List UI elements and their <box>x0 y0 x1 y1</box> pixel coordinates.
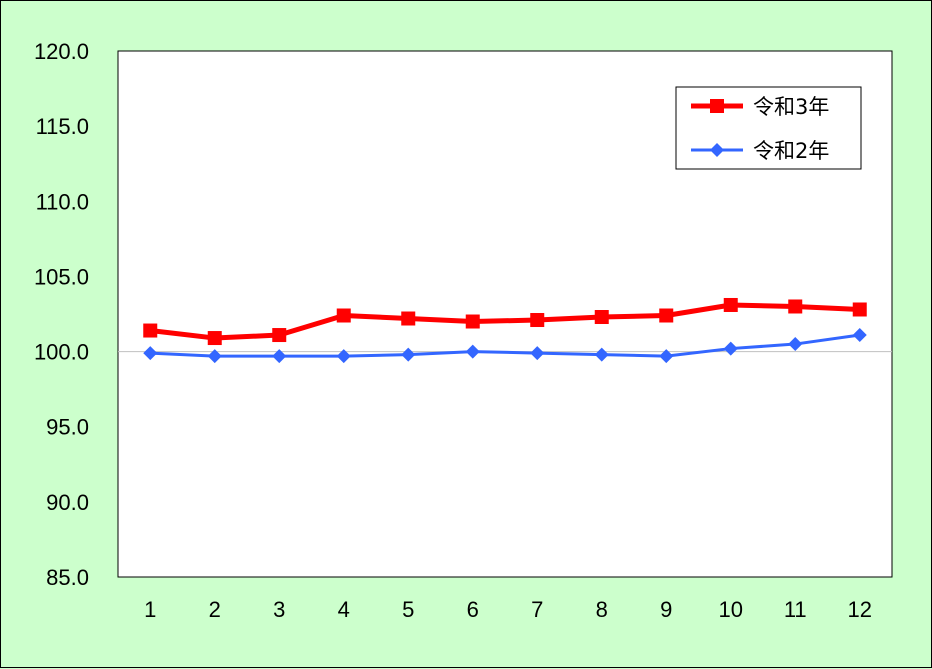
legend-label-series-2: 令和2年 <box>753 139 829 163</box>
series-line <box>150 333 860 358</box>
x-tick-label: 3 <box>273 597 285 622</box>
series-1 <box>143 297 867 346</box>
data-point <box>788 299 803 314</box>
data-point <box>852 302 867 317</box>
data-point <box>594 310 609 325</box>
data-point <box>530 346 545 361</box>
x-tick-label: 1 <box>144 597 156 622</box>
legend-box <box>675 86 862 170</box>
data-point <box>272 349 287 364</box>
series-2 <box>143 328 867 364</box>
x-axis-ticks: 1 2 3 4 5 6 7 8 9 10 11 12 <box>144 597 872 622</box>
x-tick-label: 11 <box>784 597 807 622</box>
y-axis-ticks: 120.0 115.0 110.0 105.0 100.0 95.0 90.0 85.0 <box>34 39 89 590</box>
data-point <box>788 337 803 352</box>
x-tick-label: 2 <box>209 597 221 622</box>
data-point <box>594 347 609 362</box>
data-point <box>401 311 416 326</box>
data-point <box>852 328 867 343</box>
x-tick-label: 10 <box>719 597 743 622</box>
x-tick-label: 8 <box>596 597 608 622</box>
data-point <box>723 341 738 356</box>
y-tick-label: 105.0 <box>34 264 89 289</box>
data-point <box>207 349 222 364</box>
x-tick-label: 12 <box>848 597 872 622</box>
y-tick-label: 100.0 <box>34 340 89 365</box>
data-point <box>401 347 416 362</box>
data-point <box>659 349 674 364</box>
y-tick-label: 95.0 <box>46 415 89 440</box>
legend-marker-series-2 <box>710 143 724 157</box>
data-point <box>723 297 738 312</box>
series-line <box>149 302 860 341</box>
legend-label-series-1: 令和3年 <box>753 95 829 119</box>
data-point <box>207 331 222 346</box>
x-tick-label: 4 <box>338 597 350 622</box>
x-tick-label: 6 <box>467 597 479 622</box>
legend: 令和3年 令和2年 <box>675 86 862 170</box>
data-point <box>143 346 158 361</box>
data-point <box>143 323 158 338</box>
legend-marker-series-1 <box>710 99 724 113</box>
y-tick-label: 90.0 <box>46 490 89 515</box>
x-tick-label: 9 <box>660 597 672 622</box>
data-point <box>659 308 674 323</box>
data-point <box>465 314 480 329</box>
data-point <box>336 349 351 364</box>
x-tick-label: 5 <box>402 597 414 622</box>
data-point <box>272 328 287 343</box>
y-tick-label: 110.0 <box>36 189 89 214</box>
y-tick-label: 120.0 <box>34 39 89 64</box>
y-tick-label: 85.0 <box>46 565 89 590</box>
data-point <box>530 313 545 328</box>
x-tick-label: 7 <box>531 597 543 622</box>
data-point <box>336 308 351 323</box>
y-tick-label: 115.0 <box>36 114 89 139</box>
data-point <box>465 344 480 359</box>
series-layer <box>143 297 867 364</box>
